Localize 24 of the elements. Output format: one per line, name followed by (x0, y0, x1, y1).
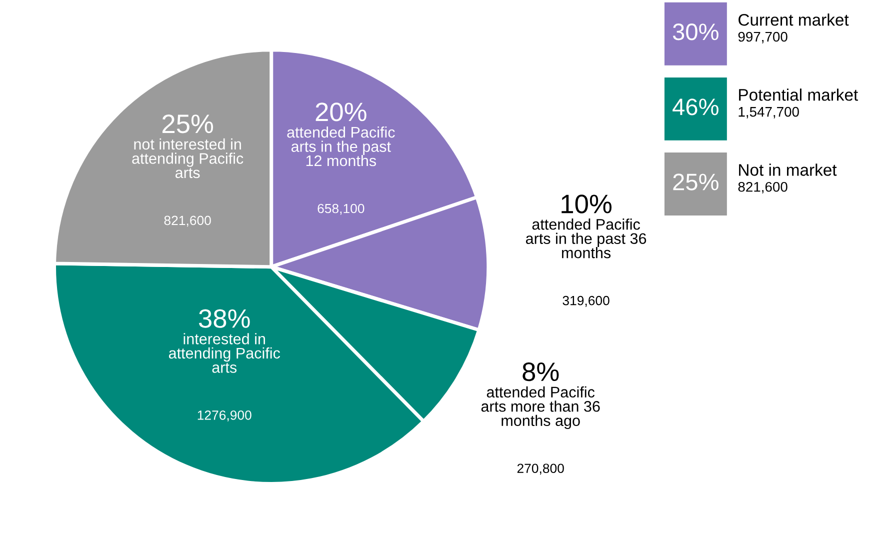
text: 1,547,700 (738, 106, 799, 118)
text: 821,600 (164, 216, 211, 227)
text: 821,600 (738, 182, 788, 194)
data-label: 20% (316, 102, 366, 122)
category-label: Not in market (739, 164, 837, 176)
category-label: Potential market (739, 88, 858, 101)
text: 319,600 (562, 296, 610, 307)
slice-label: attended Pacific arts in the past 12 months (287, 126, 395, 166)
data-label: 38% (198, 309, 250, 328)
category-label: Current market (738, 14, 849, 26)
slice-label: interested in attending Pacific arts (168, 333, 280, 373)
text: 270,800 (517, 464, 564, 475)
data-label: 46% (672, 98, 718, 116)
data-label: 25% (673, 174, 718, 190)
data-label: 25% (162, 114, 214, 134)
text: 997,700 (738, 32, 788, 44)
data-label: 10% (562, 194, 612, 214)
text: 1276,900 (198, 410, 252, 422)
slice-label: attended Pacific arts more than 36 months ago (481, 386, 600, 430)
text: 658,100 (318, 204, 364, 215)
slice-label: not interested in attending Pacific arts (132, 138, 244, 178)
data-label: 8% (522, 362, 559, 382)
slice-label: attended Pacific arts in the past 36 months (526, 218, 646, 258)
data-label: 30% (672, 24, 718, 40)
